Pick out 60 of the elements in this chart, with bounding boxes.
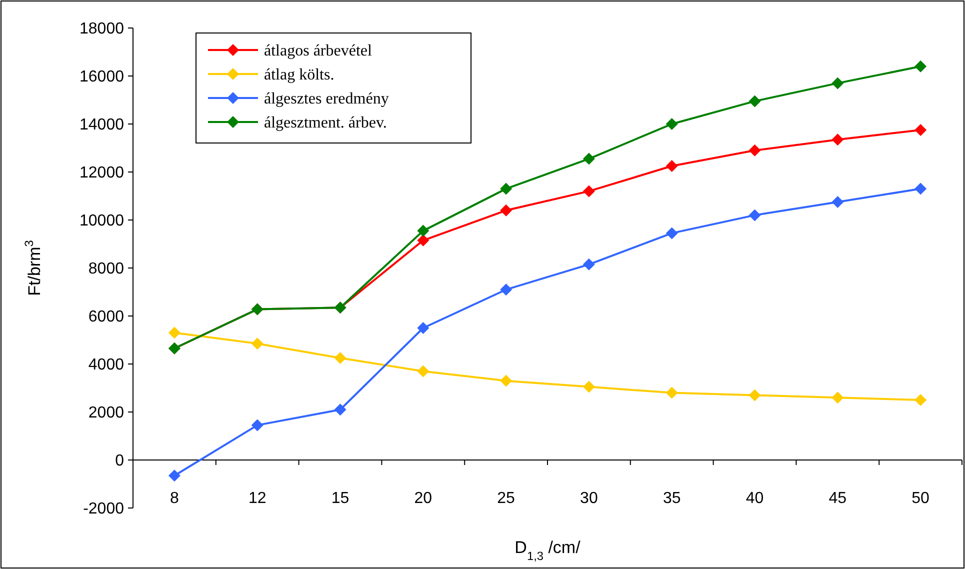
x-tick-label: 15 [331, 490, 350, 507]
point [832, 134, 844, 146]
x-tick-label: 40 [746, 490, 764, 507]
point [748, 389, 761, 402]
y-tick-label: 12000 [80, 164, 124, 182]
x-tick-label: 30 [580, 490, 598, 507]
legend-label: álgesztment. árbev. [264, 114, 387, 132]
point [500, 284, 512, 296]
point [914, 182, 927, 195]
point [666, 118, 678, 130]
point [417, 365, 430, 378]
legend-label: átlag költs. [264, 66, 334, 84]
point [334, 404, 346, 416]
point [251, 338, 264, 350]
point [500, 182, 512, 195]
point [582, 185, 595, 198]
point [334, 352, 346, 364]
point [168, 470, 180, 482]
point [500, 374, 512, 387]
y-tick-label: 4000 [88, 356, 124, 374]
point [748, 95, 761, 108]
x-axis-title: D$_{1,3}$ /cm/ [514, 538, 581, 563]
point [832, 196, 844, 208]
y-tick-label: -2000 [83, 500, 124, 518]
x-tick-label: 35 [662, 490, 681, 507]
point [417, 224, 430, 237]
point [500, 204, 512, 216]
point [748, 209, 761, 222]
y-tick-label: 16000 [80, 68, 124, 86]
x-tick-label: 25 [497, 490, 516, 507]
x-tick-label: 8 [170, 490, 179, 507]
point [582, 258, 595, 270]
point [582, 152, 595, 165]
y-tick-label: 0 [115, 452, 124, 470]
point [168, 326, 180, 339]
point [914, 124, 927, 136]
y-tick-label: 14000 [80, 116, 124, 134]
point [417, 234, 430, 246]
point [666, 160, 678, 172]
point [914, 60, 927, 72]
point [417, 322, 430, 334]
point [914, 394, 927, 406]
legend-label: átlagos árbevétel [264, 42, 372, 60]
point [832, 77, 844, 90]
y-tick-label: 18000 [80, 20, 124, 38]
point [748, 144, 761, 156]
y-tick-label: 10000 [80, 212, 124, 230]
point [832, 392, 844, 404]
y-tick-label: 6000 [88, 308, 124, 326]
y-tick-label: 2000 [88, 404, 124, 422]
y-tick-label: 8000 [88, 260, 124, 278]
point [582, 380, 595, 393]
point [666, 386, 678, 399]
point [251, 419, 264, 432]
point [666, 227, 678, 240]
x-tick-label: 12 [248, 490, 266, 507]
x-tick-label: 45 [828, 490, 847, 507]
legend-label: álgesztes eredmény [264, 90, 389, 108]
x-tick-label: 50 [912, 490, 930, 507]
x-tick-label: 20 [414, 490, 432, 507]
